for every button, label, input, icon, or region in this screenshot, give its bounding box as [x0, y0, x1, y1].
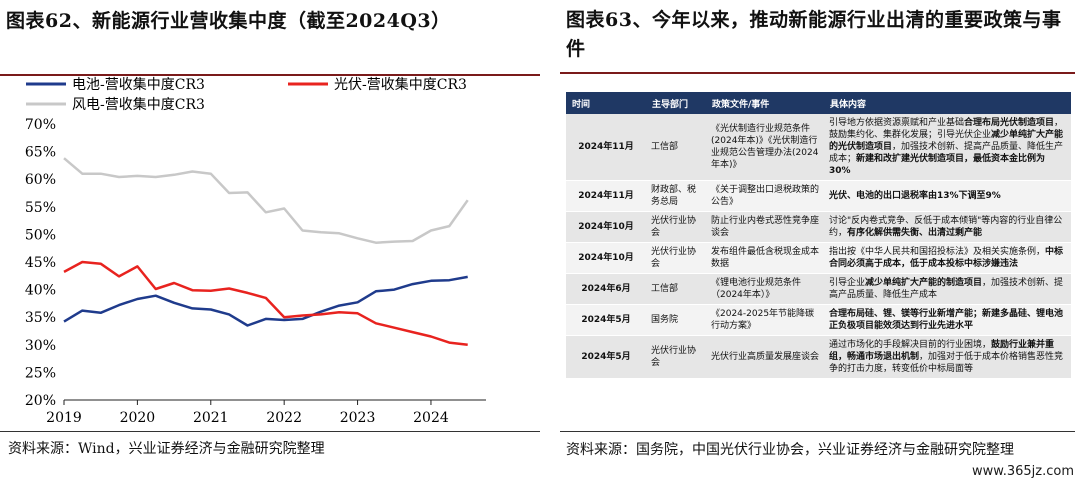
- content-segment: 引导地方依据资源禀赋和产业基础: [829, 118, 965, 128]
- cell-content: 光伏、电池的出口退税率由13%下调至9%: [824, 180, 1071, 212]
- content-segment: 合理布局硅、锂、镁等行业新增产能；新建多晶硅、锂电池正负极项目能效须达到行业先进…: [829, 309, 1064, 331]
- y-tick-label: 30%: [25, 338, 56, 354]
- cell-doc: 《锂电池行业规范条件（2024年本）》: [706, 273, 824, 305]
- cell-content: 引导企业减少单纯扩大产能的制造项目，加强技术创新、提高产品质量、降低生产成本: [824, 273, 1071, 305]
- content-segment: 通过市场化的手段解决目前的行业困境，: [829, 340, 992, 350]
- cell-content: 合理布局硅、锂、镁等行业新增产能；新建多晶硅、锂电池正负极项目能效须达到行业先进…: [824, 304, 1071, 336]
- content-segment: 鼓励行业兼并重组，畅通市场退出机制: [829, 340, 1055, 362]
- title-divider: [560, 72, 1075, 74]
- cell-doc: 《2024-2025年节能降碳行动方案》: [706, 304, 824, 336]
- y-tick-label: 35%: [25, 310, 56, 326]
- chart-axes: 20% 25% 30% 35% 40% 45% 50% 55% 60% 65% 70% 2019 202…: [25, 117, 486, 426]
- x-tick-label: 2024: [413, 410, 449, 426]
- content-segment: 有序化解供需失衡、出清过剩产能: [847, 228, 983, 238]
- source-divider: [560, 431, 1075, 432]
- content-segment: 中标合同必须高于成本，低于成本投标中标涉嫌违法: [829, 247, 1064, 269]
- cell-doc: 《光伏制造行业规范条件(2024年本)》《光伏制造行业规范公告管理办法(2024…: [706, 114, 824, 181]
- x-tick-label: 2020: [120, 410, 156, 426]
- table-row: 2024年6月 工信部 《锂电池行业规范条件（2024年本）》 引导企业减少单纯扩大产…: [566, 273, 1071, 305]
- table-body: 2024年11月 工信部 《光伏制造行业规范条件(2024年本)》《光伏制造行业规范…: [566, 114, 1071, 379]
- content-segment: 讨论"反内卷式竞争、反低于成本倾销"等内容的行业自律公约，: [829, 216, 1063, 238]
- content-segment: 引导企业: [829, 278, 866, 288]
- title-divider: [0, 74, 540, 76]
- source-divider: [0, 431, 540, 432]
- y-tick-label: 50%: [25, 227, 56, 243]
- content-segment: ，鼓励集约化、集群化发展；引导光伏企业: [829, 118, 1064, 140]
- content-segment: 减少单纯扩大产能的制造项目: [865, 278, 983, 288]
- legend-label-pv: 光伏-营收集中度CR3: [334, 76, 467, 93]
- cell-doc: 光伏行业高质量发展座谈会: [706, 335, 824, 379]
- content-segment: ，加强技术创新、提高产品质量、降低生产成本；: [829, 142, 1064, 164]
- x-tick-label: 2019: [46, 410, 82, 426]
- content-segment: 指出按《中华人民共和国招投标法》及相关实施条例，: [829, 247, 1046, 257]
- y-tick-label: 45%: [25, 255, 56, 271]
- column-header-doc: 政策文件/事件: [706, 92, 824, 114]
- content-segment: 光伏、电池的出口退税率由13%下调至9%: [829, 191, 1001, 201]
- content-segment: ，加强对于低于成本价格销售恶性竞争的打击力度，转变低价中标局面等: [829, 352, 1064, 374]
- table-row: 2024年10月 光伏行业协会 发布组件最低含税现金成本数据 指出按《中华人民共和国招…: [566, 242, 1071, 274]
- series-line-wind: [63, 157, 469, 244]
- y-tick-label: 20%: [25, 393, 56, 409]
- column-header-dept: 主导部门: [646, 92, 706, 114]
- table-row: 2024年5月 光伏行业协会 光伏行业高质量发展座谈会 通过市场化的手段解决目前的行业…: [566, 335, 1071, 379]
- y-tick-label: 55%: [25, 200, 56, 216]
- cell-time: 2024年5月: [566, 304, 646, 336]
- cell-dept: 光伏行业协会: [646, 242, 706, 274]
- table-row: 2024年10月 光伏行业协会 防止行业内卷式恶性竞争座谈会 讨论"反内卷式竞争、反低…: [566, 211, 1071, 243]
- chart-series: [63, 157, 469, 347]
- chart-panel-title: 图表62、新能源行业营收集中度（截至2024Q3）: [6, 10, 451, 32]
- table-panel-title: 图表63、今年以来，推动新能源行业出清的重要政策与事件: [566, 9, 1062, 60]
- cell-content: 讨论"反内卷式竞争、反低于成本倾销"等内容的行业自律公约，有序化解供需失衡、出清…: [824, 211, 1071, 243]
- line-chart: 电池-营收集中度CR3 光伏-营收集中度CR3 风电-营收集中度CR3 20%2…: [25, 76, 486, 426]
- table-source-note: 资料来源：国务院，中国光伏行业协会，兴业证券经济与金融研究院整理: [566, 442, 1014, 458]
- cell-content: 通过市场化的手段解决目前的行业困境，鼓励行业兼并重组，畅通市场退出机制，加强对于…: [824, 335, 1071, 379]
- cell-time: 2024年11月: [566, 114, 646, 181]
- series-line-pv: [63, 260, 468, 347]
- x-tick-label: 2023: [340, 410, 376, 426]
- cell-time: 2024年6月: [566, 273, 646, 305]
- watermark-text: www.365jz.com: [972, 464, 1074, 479]
- cell-time: 2024年10月: [566, 211, 646, 243]
- table-row: 2024年11月 工信部 《光伏制造行业规范条件(2024年本)》《光伏制造行业规范…: [566, 114, 1071, 181]
- cell-doc: 发布组件最低含税现金成本数据: [706, 242, 824, 274]
- chart-source-note: 资料来源：Wind，兴业证券经济与金融研究院整理: [8, 441, 325, 457]
- cell-doc: 《关于调整出口退税政策的公告》: [706, 180, 824, 212]
- cell-doc: 防止行业内卷式恶性竞争座谈会: [706, 211, 824, 243]
- x-tick-label: 2022: [266, 410, 302, 426]
- series-line-battery: [63, 275, 468, 327]
- content-segment: 新建和改扩建光伏制造项目，最低资本金比例为30%: [829, 154, 1046, 176]
- column-header-time: 时间: [566, 92, 646, 114]
- cell-dept: 财政部、税务总局: [646, 180, 706, 212]
- legend-label-battery: 电池-营收集中度CR3: [72, 76, 205, 93]
- legend: 电池-营收集中度CR3 光伏-营收集中度CR3 风电-营收集中度CR3: [26, 76, 467, 113]
- cell-dept: 国务院: [646, 304, 706, 336]
- cell-time: 2024年10月: [566, 242, 646, 274]
- y-tick-label: 25%: [25, 365, 56, 381]
- cell-content: 引导地方依据资源禀赋和产业基础合理布局光伏制造项目，鼓励集约化、集群化发展；引导…: [824, 114, 1071, 181]
- cell-content: 指出按《中华人民共和国招投标法》及相关实施条例，中标合同必须高于成本，低于成本投…: [824, 242, 1071, 274]
- policy-table: 时间 主导部门 政策文件/事件 具体内容 2024年11月 工信部 《光伏制造行业规…: [566, 92, 1071, 379]
- y-tick-label: 70%: [25, 117, 56, 133]
- content-segment: 减少单纯扩大产能的光伏制造项目: [829, 130, 1064, 152]
- cell-time: 2024年5月: [566, 335, 646, 379]
- legend-label-wind: 风电-营收集中度CR3: [72, 96, 205, 113]
- content-segment: 合理布局光伏制造项目: [964, 118, 1055, 128]
- cell-dept: 光伏行业协会: [646, 335, 706, 379]
- y-tick-label: 60%: [25, 172, 56, 188]
- column-header-content: 具体内容: [824, 92, 1071, 114]
- table-row: 2024年5月 国务院 《2024-2025年节能降碳行动方案》 合理布局硅、锂、镁等…: [566, 304, 1071, 336]
- content-segment: ，加强技术创新、提高产品质量、降低生产成本: [829, 278, 1064, 300]
- y-tick-label: 40%: [25, 283, 56, 299]
- x-tick-label: 2021: [193, 410, 229, 426]
- table-row: 2024年11月 财政部、税务总局 《关于调整出口退税政策的公告》 光伏、电池的出口退…: [566, 180, 1071, 212]
- cell-dept: 光伏行业协会: [646, 211, 706, 243]
- cell-time: 2024年11月: [566, 180, 646, 212]
- y-tick-label: 65%: [25, 145, 56, 161]
- cell-dept: 工信部: [646, 273, 706, 305]
- table-header-row: 时间 主导部门 政策文件/事件 具体内容: [566, 92, 1071, 114]
- cell-dept: 工信部: [646, 114, 706, 181]
